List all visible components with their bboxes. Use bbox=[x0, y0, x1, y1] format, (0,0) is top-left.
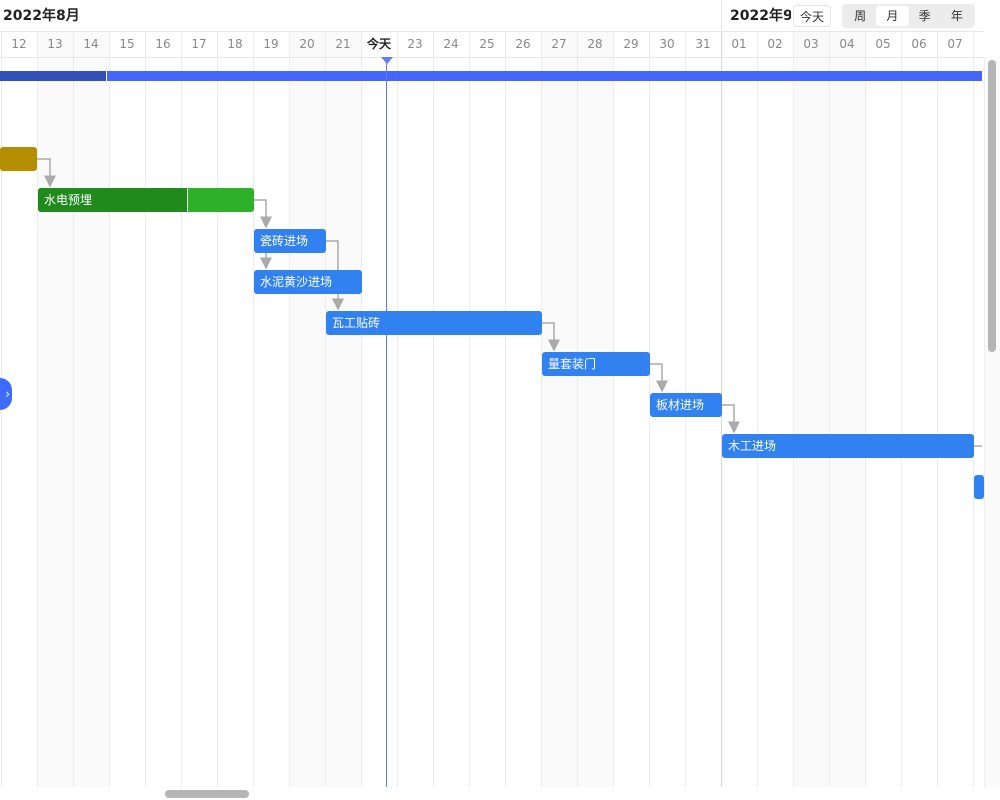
task-bar[interactable]: 木工进场 bbox=[722, 434, 974, 458]
task-bar[interactable]: 水泥黄沙进场 bbox=[254, 270, 362, 294]
day-label: 26 bbox=[515, 37, 531, 51]
day-label: 02 bbox=[767, 37, 783, 51]
day-column bbox=[865, 31, 901, 787]
day-label: 03 bbox=[803, 37, 819, 51]
day-column bbox=[109, 31, 145, 787]
day-label: 19 bbox=[263, 37, 279, 51]
header-divider bbox=[0, 57, 984, 58]
task-progress bbox=[38, 188, 188, 212]
day-label: 20 bbox=[299, 37, 315, 51]
day-column bbox=[649, 31, 685, 787]
day-column bbox=[793, 31, 829, 787]
view-week[interactable]: 周 bbox=[854, 9, 867, 23]
day-label: 31 bbox=[695, 37, 711, 51]
day-label: 21 bbox=[335, 37, 351, 51]
view-switcher: 周 月 季 年 bbox=[842, 4, 975, 28]
day-label: 25 bbox=[479, 37, 495, 51]
day-label: 17 bbox=[191, 37, 207, 51]
day-label: 04 bbox=[839, 37, 855, 51]
day-column bbox=[577, 31, 613, 787]
day-label: 16 bbox=[155, 37, 171, 51]
month-label-sep: 2022年9 bbox=[721, 0, 791, 31]
day-column bbox=[73, 31, 109, 787]
day-label: 14 bbox=[83, 37, 99, 51]
day-label: 23 bbox=[407, 37, 423, 51]
view-month[interactable]: 月 bbox=[876, 6, 909, 26]
day-label: 07 bbox=[947, 37, 963, 51]
project-progress bbox=[0, 71, 107, 81]
day-label: 27 bbox=[551, 37, 567, 51]
day-column bbox=[973, 31, 984, 787]
day-column bbox=[433, 31, 469, 787]
horizontal-scrollbar-track[interactable] bbox=[0, 787, 984, 800]
vertical-scrollbar-track[interactable] bbox=[984, 58, 1000, 788]
day-label: 29 bbox=[623, 37, 639, 51]
day-label: 24 bbox=[443, 37, 459, 51]
day-column bbox=[397, 31, 433, 787]
month-label-aug: 2022年8月 bbox=[3, 8, 80, 24]
vertical-scrollbar-thumb[interactable] bbox=[988, 60, 996, 352]
connector bbox=[254, 199, 272, 229]
view-quarter[interactable]: 季 bbox=[918, 9, 931, 23]
task-bar-partial[interactable] bbox=[974, 475, 984, 499]
day-column bbox=[901, 31, 937, 787]
view-year[interactable]: 年 bbox=[950, 9, 963, 23]
day-column bbox=[181, 31, 217, 787]
day-label: 01 bbox=[731, 37, 747, 51]
task-label: 水电预埋 bbox=[44, 193, 93, 207]
day-column bbox=[829, 31, 865, 787]
today-marker-icon bbox=[381, 57, 393, 64]
connector bbox=[650, 363, 668, 393]
day-label: 18 bbox=[227, 37, 243, 51]
day-label: 06 bbox=[911, 37, 927, 51]
day-label: 12 bbox=[11, 37, 27, 51]
day-label: 05 bbox=[875, 37, 891, 51]
today-line bbox=[386, 57, 387, 787]
day-column bbox=[217, 31, 253, 787]
task-bar[interactable]: 板材进场 bbox=[650, 393, 722, 417]
day-column bbox=[937, 31, 973, 787]
day-label: 28 bbox=[587, 37, 603, 51]
horizontal-scrollbar-thumb[interactable] bbox=[165, 790, 249, 798]
expand-chevron-right-icon[interactable]: › bbox=[0, 378, 12, 410]
day-column bbox=[325, 31, 361, 787]
day-column bbox=[541, 31, 577, 787]
today-button[interactable]: 今天 bbox=[793, 5, 831, 27]
day-label: 30 bbox=[659, 37, 675, 51]
task-bar[interactable] bbox=[0, 147, 37, 171]
day-column bbox=[361, 31, 397, 787]
day-column bbox=[253, 31, 289, 787]
task-bar[interactable]: 量套装门 bbox=[542, 352, 650, 376]
day-label: 13 bbox=[47, 37, 63, 51]
connector bbox=[542, 322, 560, 352]
day-column bbox=[145, 31, 181, 787]
day-label: 今天 bbox=[366, 37, 391, 51]
day-column bbox=[757, 31, 793, 787]
day-column bbox=[37, 31, 73, 787]
header-divider bbox=[0, 31, 984, 32]
day-column bbox=[505, 31, 541, 787]
task-bar[interactable]: 瓦工贴砖 bbox=[326, 311, 542, 335]
day-label: 15 bbox=[119, 37, 135, 51]
day-column bbox=[289, 31, 325, 787]
task-bar[interactable]: 瓷砖进场 bbox=[254, 229, 326, 253]
task-bar-shuidian[interactable]: 水电预埋 bbox=[38, 188, 254, 212]
day-column bbox=[469, 31, 505, 787]
connector bbox=[37, 158, 56, 188]
day-column bbox=[613, 31, 649, 787]
project-summary-bar[interactable] bbox=[0, 71, 982, 81]
connector bbox=[722, 404, 740, 434]
